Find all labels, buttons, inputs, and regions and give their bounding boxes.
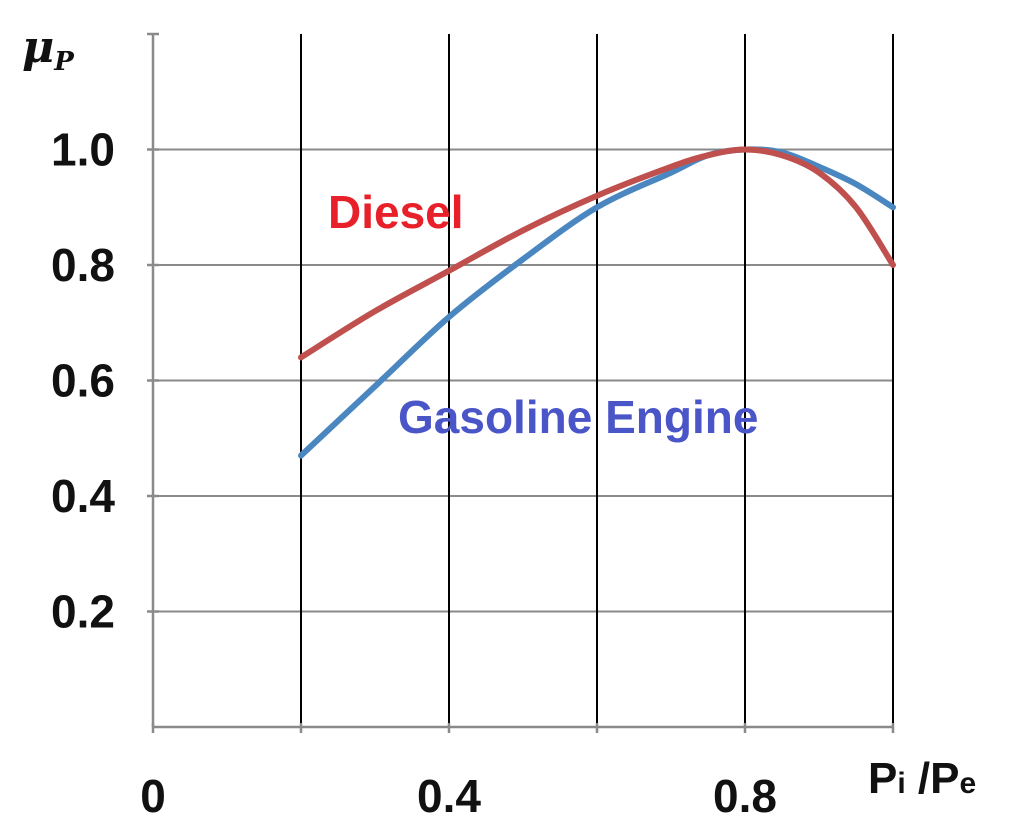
y-tick-label: 0.2 xyxy=(51,586,115,638)
y-tick-label: 1.0 xyxy=(51,124,115,176)
grid xyxy=(153,34,894,727)
x-tick-label: 0.4 xyxy=(417,770,481,822)
x-axis-label: Pi /Pe xyxy=(868,754,976,803)
series-line-diesel xyxy=(298,146,896,361)
axes xyxy=(147,32,895,733)
series-lines xyxy=(298,146,896,459)
y-tick-label: 0.4 xyxy=(51,470,115,522)
x-tick-label: 0 xyxy=(140,770,166,822)
x-tick-label: 0.8 xyxy=(713,770,777,822)
series-label-diesel: Diesel xyxy=(328,186,464,238)
y-tick-label: 0.6 xyxy=(51,355,115,407)
y-axis-label: μP xyxy=(22,22,75,77)
series-label-gasoline-engine: Gasoline Engine xyxy=(398,391,758,443)
series-line-gasoline-engine xyxy=(298,146,896,459)
y-tick-label: 0.8 xyxy=(51,239,115,291)
tick-labels: 0.2 0.4 0.6 0.8 1.0 0 0.4 0.8 xyxy=(51,124,777,823)
